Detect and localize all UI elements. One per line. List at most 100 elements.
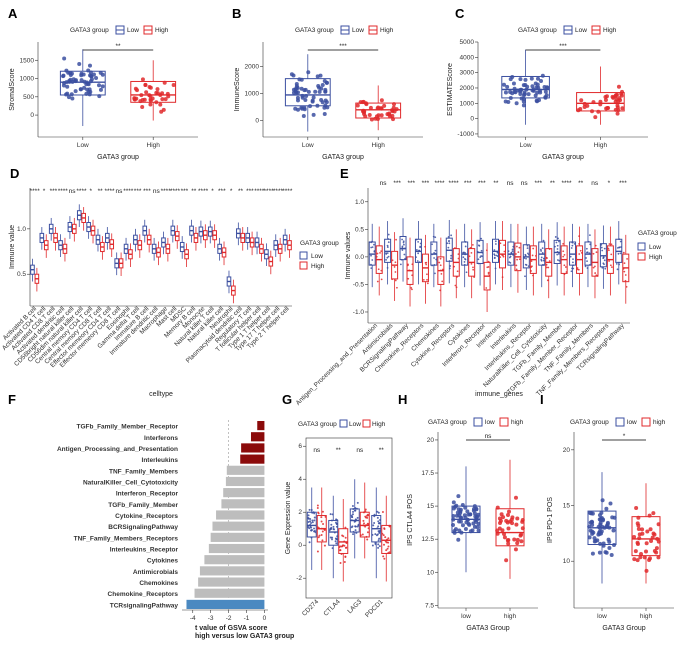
panel-g-ytick-label: 0 bbox=[298, 542, 302, 549]
panel-e-ytick-label: 0.5 bbox=[355, 226, 364, 233]
panel-h-low-point bbox=[453, 504, 458, 509]
panel-e-low-point bbox=[434, 272, 436, 275]
panel-e-high-point bbox=[576, 268, 579, 271]
panel-c-high-point bbox=[614, 97, 619, 102]
panel-e-low-point bbox=[447, 246, 450, 249]
panel-h-ylabel: IPS CTLA4 POS bbox=[407, 494, 414, 546]
panel-e-high-point bbox=[517, 251, 520, 254]
panel-a-high-point bbox=[163, 97, 168, 102]
panel-g-high-point bbox=[320, 520, 323, 523]
panel-g-low-point bbox=[356, 501, 359, 504]
panel-b-high-point bbox=[375, 106, 380, 111]
panel-e-high-point bbox=[395, 238, 397, 241]
panel-c-low-point bbox=[533, 81, 538, 86]
panel-c-low-point bbox=[545, 85, 550, 90]
panel-e-low-point bbox=[540, 258, 543, 261]
panel-e-high-point bbox=[578, 253, 581, 255]
panel-g-high-point bbox=[341, 534, 344, 537]
panel-e-low-point bbox=[556, 244, 559, 247]
panel-g-low-point bbox=[333, 528, 336, 531]
panel-a-low-point bbox=[82, 85, 87, 90]
panel-g-low-point bbox=[308, 541, 311, 544]
panel-g-low-point bbox=[356, 516, 359, 519]
panel-f-bar bbox=[199, 566, 265, 576]
panel-e-low-point bbox=[556, 253, 559, 256]
panel-b-high-point bbox=[391, 117, 396, 122]
panel-d-significance: *** bbox=[50, 188, 58, 195]
panel-b-ytick-label: 0 bbox=[255, 118, 259, 125]
panel-i-high-point bbox=[647, 556, 652, 561]
panel-e-low-point bbox=[403, 253, 406, 256]
panel-g-low-point bbox=[311, 519, 314, 522]
panel-b-low-point bbox=[304, 94, 309, 99]
panel-i-high-point bbox=[656, 522, 661, 527]
panel-g-high-point bbox=[321, 510, 324, 513]
panel-e-legend-high: High bbox=[649, 254, 663, 261]
panel-h-high-point bbox=[507, 509, 512, 514]
panel-g-low-point bbox=[332, 525, 335, 528]
panel-b-low-point bbox=[324, 80, 329, 85]
panel-b-low-point bbox=[291, 90, 296, 95]
panel-e-low-point bbox=[448, 242, 451, 245]
panel-c-xlabel: GATA3 group bbox=[542, 154, 584, 161]
panel-e-low-point bbox=[450, 234, 453, 237]
panel-e-low-point bbox=[386, 256, 389, 259]
panel-g-high-point bbox=[362, 519, 365, 522]
panel-e-low-point bbox=[509, 255, 512, 258]
panel-g-high-point bbox=[339, 549, 342, 552]
panel-i-box-high-box bbox=[631, 516, 661, 557]
panel-h-low-point bbox=[476, 528, 481, 533]
panel-e-high-point bbox=[503, 244, 506, 247]
panel-a-high-point bbox=[143, 82, 148, 87]
panel-g-high-point bbox=[366, 522, 369, 525]
panel-f-category-label: Chemokine_Receptors bbox=[108, 591, 179, 598]
panel-g-significance: ** bbox=[379, 447, 385, 454]
panel-e-high-point bbox=[562, 250, 565, 253]
panel-c-legend-title: GATA3 group bbox=[518, 27, 557, 34]
panel-e-high-point bbox=[380, 250, 383, 253]
panel-e-significance: ns bbox=[507, 180, 515, 187]
panel-g-legend-high: High bbox=[372, 421, 386, 428]
panel-c-low-point bbox=[521, 103, 526, 108]
panel-e-high-point bbox=[609, 264, 612, 267]
panel-g-high-point bbox=[364, 525, 367, 528]
panel-a-box-high-box bbox=[130, 80, 177, 103]
panel-f-letter: F bbox=[8, 392, 16, 407]
panel-i-high-point bbox=[634, 506, 639, 511]
panel-a-high-point bbox=[154, 100, 159, 105]
panel-g-legend-high-swatch bbox=[362, 419, 371, 428]
panel-d-significance: *** bbox=[143, 188, 151, 195]
panel-f-xtick-label: -1 bbox=[244, 615, 250, 622]
panel-g-low-point bbox=[309, 520, 312, 523]
panel-h-high-point bbox=[506, 541, 511, 546]
panel-e-low-point bbox=[542, 239, 545, 242]
panel-a-high-point bbox=[162, 80, 167, 85]
panel-f-bar bbox=[212, 521, 265, 531]
panel-f-xtick-label: -2 bbox=[226, 615, 232, 622]
panel-e-significance: *** bbox=[407, 180, 415, 187]
panel-e-high-point bbox=[531, 265, 533, 268]
panel-g-low-point bbox=[378, 537, 381, 540]
panel-g-low-point bbox=[329, 513, 332, 516]
panel-e-high-point bbox=[441, 280, 444, 283]
panel-e-high-point bbox=[624, 274, 627, 276]
panel-e-high-point bbox=[594, 265, 596, 268]
panel-e-low-point bbox=[493, 257, 496, 259]
panel-f-bar bbox=[216, 510, 265, 520]
panel-e-low-point bbox=[511, 250, 514, 253]
panel-a-box-low-box bbox=[59, 70, 106, 96]
panel-e-low-point bbox=[554, 236, 557, 238]
panel-e-low-point bbox=[619, 240, 622, 243]
panel-c-xtick-label: High bbox=[594, 142, 608, 149]
panel-a-high-point bbox=[148, 85, 153, 90]
panel-g-high-point bbox=[386, 547, 389, 550]
panel-h-low-point bbox=[475, 514, 480, 519]
panel-e-low-point bbox=[526, 247, 529, 249]
panel-b-high-point bbox=[360, 100, 365, 105]
panel-e-high-point bbox=[426, 282, 429, 285]
panel-h-high-point bbox=[506, 526, 511, 531]
panel-g-high-point bbox=[344, 526, 347, 529]
panel-c-low-point bbox=[524, 87, 529, 92]
panel-a-low-point bbox=[98, 87, 103, 92]
panel-e-low-point bbox=[558, 240, 560, 243]
